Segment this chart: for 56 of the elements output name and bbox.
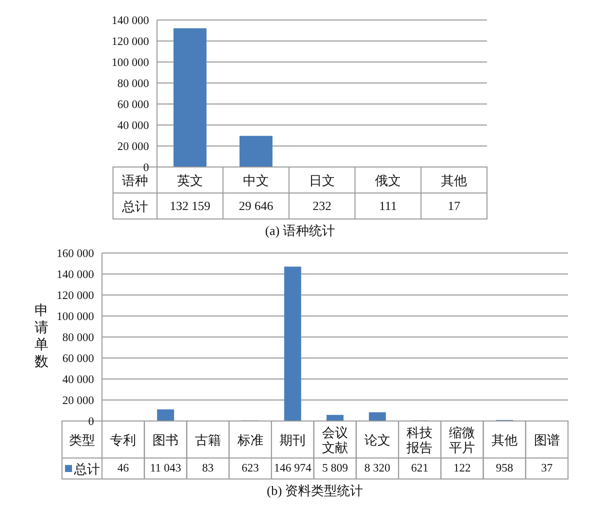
legend-label: 总计 bbox=[73, 461, 100, 476]
y-tick-label: 60 000 bbox=[62, 353, 94, 366]
x-tick-label: 其他 bbox=[491, 432, 518, 447]
data-label: 29 646 bbox=[238, 199, 274, 213]
x-tick-label: 标准 bbox=[236, 432, 264, 447]
x-tick-label: 科技报告 bbox=[406, 424, 433, 454]
text: (b) 资料类型统计 bbox=[266, 483, 364, 499]
y-tick-label: 20 000 bbox=[62, 395, 94, 408]
y-tick-label: 0 bbox=[143, 162, 150, 174]
data-label: 5 809 bbox=[322, 462, 348, 474]
data-label: 958 bbox=[496, 462, 514, 474]
x-tick-label: 缩微平片 bbox=[449, 424, 476, 454]
x-axis-title: 类型 bbox=[69, 432, 95, 447]
data-label: 132 159 bbox=[170, 199, 210, 213]
x-tick-label: 图谱 bbox=[534, 432, 560, 447]
y-tick-label: 80 000 bbox=[62, 332, 94, 344]
y-tick-label: 60 000 bbox=[117, 99, 150, 112]
x-tick-label: 专利 bbox=[110, 432, 136, 447]
y-tick-label: 20 000 bbox=[117, 141, 150, 154]
x-tick-label: 中文 bbox=[243, 172, 269, 188]
x-tick-label: 日文 bbox=[309, 172, 335, 188]
y-tick-label: 120 000 bbox=[56, 290, 94, 302]
x-tick-label: 会议文献 bbox=[322, 424, 348, 454]
x-tick-label: 论文 bbox=[364, 432, 390, 447]
x-tick-label: 期刊 bbox=[280, 432, 306, 447]
y-tick-label: 80 000 bbox=[117, 78, 150, 90]
x-tick-label: 俄文 bbox=[375, 172, 401, 188]
data-label: 8 320 bbox=[364, 462, 391, 474]
x-tick-label: 英文 bbox=[177, 172, 203, 188]
y-tick-label: 40 000 bbox=[117, 120, 150, 132]
data-label: 37 bbox=[541, 462, 553, 474]
y-tick-label: 0 bbox=[88, 416, 94, 428]
data-label: 623 bbox=[242, 462, 260, 474]
data-label: 232 bbox=[312, 199, 332, 213]
data-label: 17 bbox=[448, 199, 460, 213]
data-label: 621 bbox=[411, 462, 429, 474]
text: 总计 bbox=[121, 198, 148, 214]
data-label: 111 bbox=[379, 199, 397, 213]
text: (a) 语种统计 bbox=[264, 223, 336, 239]
y-tick-label: 160 000 bbox=[56, 248, 94, 260]
data-label: 146 974 bbox=[274, 462, 312, 474]
y-tick-label: 140 000 bbox=[112, 15, 150, 28]
data-label: 122 bbox=[453, 462, 471, 474]
data-label: 11 043 bbox=[150, 462, 182, 474]
x-axis-title: 语种 bbox=[122, 172, 148, 188]
y-tick-label: 100 000 bbox=[112, 57, 150, 70]
x-tick-label: 古籍 bbox=[194, 432, 221, 447]
x-tick-label: 图书 bbox=[152, 432, 179, 447]
y-tick-label: 140 000 bbox=[56, 269, 94, 282]
x-tick-label: 其他 bbox=[441, 172, 467, 188]
data-label: 83 bbox=[202, 462, 214, 474]
data-label: 46 bbox=[117, 462, 130, 474]
y-tick-label: 40 000 bbox=[62, 374, 94, 386]
y-axis-title: 申请单数 bbox=[34, 303, 49, 371]
y-tick-label: 120 000 bbox=[112, 36, 150, 48]
y-tick-label: 100 000 bbox=[56, 311, 94, 324]
